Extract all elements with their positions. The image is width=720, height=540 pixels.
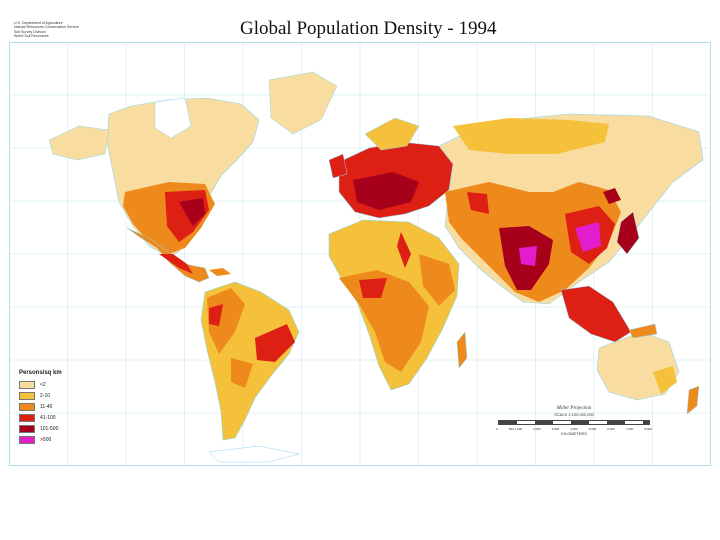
map-legend: Persons/sq km <2 2-10 11-40 41-100 101-5… [19,370,85,445]
map-title: Global Population Density - 1994 [240,18,497,39]
scale-unit: KILOMETERS [561,431,587,436]
legend-swatch [19,391,35,400]
legend-swatch [19,402,35,411]
legend-label: 41-100 [40,414,56,421]
legend-swatch [19,413,35,422]
agency-line: World Soil Resources [14,33,49,38]
agency-line: U.S. Department of Agriculture [14,21,63,25]
scale-tick: 8,000 [644,427,652,431]
north-america [48,71,338,283]
agency-line: Soil Survey Division [14,29,46,34]
legend-label: 11-40 [40,403,53,410]
agency-credit: U.S. Department of Agriculture Natural R… [14,21,124,38]
scale-bar [498,420,650,425]
legend-label: <2 [40,381,46,388]
antarctica [208,445,300,463]
europe [328,117,454,219]
south-america [200,281,300,441]
scale-block: Miller Projection SCALE 1:100,000,000 0 … [494,406,654,436]
scale-tick: 6,000 [607,427,615,431]
legend-title: Persons/sq km [19,370,62,376]
scale-tick: 3,000 [551,427,560,431]
legend-item: 2-10 [19,390,85,401]
oceania [596,323,700,415]
scale-tick: 7,000 [625,427,634,431]
scale-tick: 0 [496,427,498,431]
scale-ticks: 0 500 1,000 2,000 3,000 4,000 5,000 6,00… [494,427,654,431]
scale-ratio: SCALE 1:100,000,000 [554,412,594,417]
legend-label: 101-500 [40,425,59,432]
legend-item: 11-40 [19,401,85,412]
scale-tick: 500 1,000 [508,427,523,431]
legend-swatch [19,435,35,444]
legend-label: 2-10 [40,392,51,399]
legend-swatch [19,380,35,389]
scale-tick: 2,000 [533,427,541,431]
legend-item: <2 [19,379,85,390]
agency-line: Natural Resources Conservation Service [14,25,79,30]
legend-label: >500 [40,436,52,443]
legend-item: 41-100 [19,412,85,423]
world-map [9,42,711,466]
legend-swatch [19,424,35,433]
africa [328,219,468,391]
scale-tick: 5,000 [588,427,597,431]
scale-tick: 4,000 [570,427,578,431]
legend-item: 101-500 [19,423,85,434]
projection-label: Miller Projection [556,406,592,411]
asia [438,113,704,343]
legend-item: >500 [19,434,85,445]
